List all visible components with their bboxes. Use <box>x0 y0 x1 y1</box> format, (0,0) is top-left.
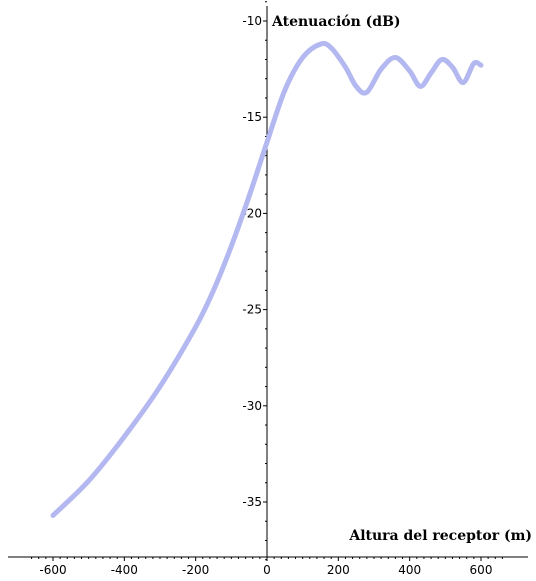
x-tick-label: 0 <box>263 563 271 577</box>
x-tick-label: -600 <box>39 563 66 577</box>
axes <box>8 6 528 558</box>
x-ticks: -600 -400 -200 0 200 400 600 <box>39 557 492 577</box>
y-minor-ticks <box>265 1 267 561</box>
x-tick-label: 200 <box>327 563 350 577</box>
y-axis-title: Atenuación (dB) <box>271 14 401 30</box>
series-group <box>50 40 484 518</box>
x-tick-label: 600 <box>470 563 493 577</box>
x-tick-label: -200 <box>182 563 209 577</box>
y-ticks: -10 -15 -20 -25 -30 -35 <box>242 14 267 509</box>
y-tick-label: -10 <box>242 14 262 28</box>
y-tick-label: -20 <box>242 206 262 220</box>
x-tick-label: 400 <box>398 563 421 577</box>
attenuation-curve <box>50 40 484 518</box>
x-tick-label: -400 <box>111 563 138 577</box>
y-tick-label: -35 <box>242 495 262 509</box>
y-tick-label: -25 <box>242 303 262 317</box>
x-axis-title: Altura del receptor (m) <box>348 528 532 544</box>
y-tick-label: -15 <box>242 110 262 124</box>
y-tick-label: -30 <box>242 399 262 413</box>
x-minor-ticks <box>31 557 503 559</box>
